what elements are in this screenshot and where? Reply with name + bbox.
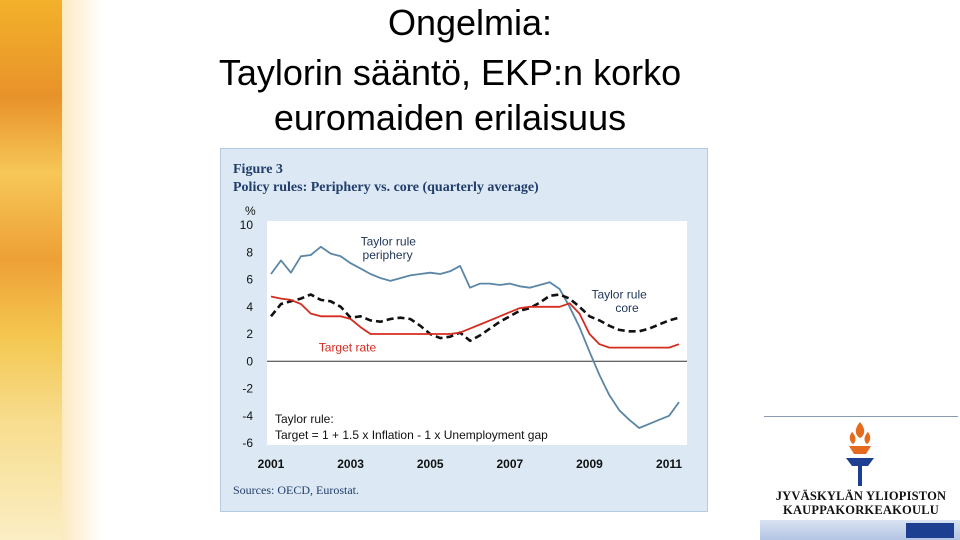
x-tick-label: 2009 xyxy=(576,457,603,471)
x-tick-label: 2007 xyxy=(496,457,523,471)
chart-svg: Figure 3 Policy rules: Periphery vs. cor… xyxy=(233,162,687,497)
y-axis-unit: % xyxy=(245,204,256,218)
slide-subtitle-line1: Taylorin sääntö, EKP:n korko xyxy=(218,52,682,93)
annotation-label: Target rate xyxy=(319,341,377,355)
chart-title: Policy rules: Periphery vs. core (quarte… xyxy=(233,180,539,195)
y-tick-label: 4 xyxy=(246,300,253,314)
y-tick-label: 2 xyxy=(246,327,253,341)
logo-name-line1: JYVÄSKYLÄN YLIOPISTON xyxy=(775,489,947,503)
x-tick-label: 2005 xyxy=(417,457,444,471)
y-tick-label: -6 xyxy=(242,436,253,450)
formula-text: Target = 1 + 1.5 x Inflation - 1 x Unemp… xyxy=(275,428,548,442)
y-tick-label: -4 xyxy=(242,409,253,423)
logo-divider xyxy=(764,416,958,417)
y-tick-label: 0 xyxy=(246,354,253,368)
background-fade xyxy=(62,0,102,540)
series-line-target-rate xyxy=(270,295,680,349)
annotation-label: core xyxy=(615,301,639,315)
y-tick-label: 8 xyxy=(246,245,253,259)
x-tick-label: 2003 xyxy=(337,457,364,471)
university-logo: JYVÄSKYLÄN YLIOPISTON KAUPPAKORKEAKOULU xyxy=(760,412,960,540)
slide-subtitle-line2: euromaiden erilaisuus xyxy=(273,97,627,138)
y-tick-label: 10 xyxy=(240,218,254,232)
x-tick-label: 2011 xyxy=(656,457,682,471)
formula-title: Taylor rule: xyxy=(275,412,334,426)
torch-icon xyxy=(846,422,874,486)
chart-figure: Figure 3 Policy rules: Periphery vs. cor… xyxy=(220,148,708,512)
series-line-taylor-rule-core xyxy=(269,293,680,343)
slide-title: Ongelmia: xyxy=(387,2,553,43)
annotation-label: Taylor rule xyxy=(591,288,647,302)
annotation-label: Taylor rule xyxy=(361,234,417,248)
series-line-taylor-rule-periphery xyxy=(270,245,680,429)
figure-label: Figure 3 xyxy=(233,162,283,177)
y-tick-label: 6 xyxy=(246,273,253,287)
annotation-label: periphery xyxy=(363,248,413,262)
y-tick-label: -2 xyxy=(242,382,253,396)
source-note: Sources: OECD, Eurostat. xyxy=(233,483,359,497)
autumn-leaf-background xyxy=(0,0,62,540)
x-tick-label: 2001 xyxy=(258,457,285,471)
logo-name-line2: KAUPPAKORKEAKOULU xyxy=(783,503,939,517)
logo-bar-accent xyxy=(906,523,954,538)
